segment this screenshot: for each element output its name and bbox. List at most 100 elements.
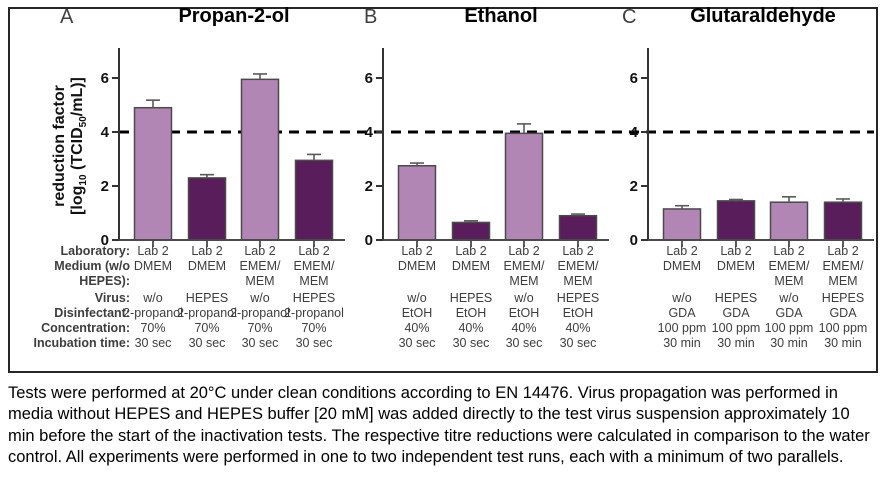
table-cell: Lab 2 bbox=[827, 244, 859, 258]
table-cell: 100 ppm bbox=[764, 321, 814, 335]
panel-title-glutaraldehyde: Glutaraldehyde bbox=[690, 5, 836, 27]
y-tick-label: 0 bbox=[101, 232, 109, 249]
table-cell: HEPES bbox=[185, 291, 229, 305]
y-tick-label: 4 bbox=[630, 124, 639, 141]
panel-title-propan-2-ol: Propan-2-ol bbox=[178, 5, 290, 27]
table-cell: GDA bbox=[668, 306, 696, 320]
bar bbox=[397, 165, 437, 241]
table-cell: EMEM/ MEM bbox=[239, 259, 281, 288]
bar bbox=[504, 132, 544, 241]
table-cell: EMEM/ MEM bbox=[503, 259, 545, 288]
y-tick-label: 4 bbox=[365, 124, 374, 141]
panel-letter-a: A bbox=[60, 6, 74, 28]
y-tick-label: 2 bbox=[101, 178, 109, 195]
table-cell: w/o bbox=[514, 291, 534, 305]
table-cell: Lab 2 bbox=[244, 244, 276, 258]
table-row-label: Laboratory: bbox=[60, 244, 130, 258]
y-tick-label: 0 bbox=[365, 232, 373, 249]
table-cell: HEPES bbox=[556, 291, 600, 305]
table-cell: 30 min bbox=[663, 336, 701, 350]
table-cell: 30 sec bbox=[505, 336, 543, 350]
table-cell: 30 min bbox=[717, 336, 755, 350]
bar bbox=[662, 208, 702, 241]
table-cell: 30 sec bbox=[188, 336, 226, 350]
table-cell: DMEM bbox=[662, 259, 702, 273]
table-cell: 100 ppm bbox=[711, 321, 761, 335]
table-cell: w/o bbox=[407, 291, 427, 305]
table-row-label: Medium (w/o HEPES): bbox=[54, 259, 130, 288]
bar bbox=[240, 78, 280, 241]
bar bbox=[133, 106, 173, 241]
table-row-label: Incubation time: bbox=[33, 336, 130, 350]
bar bbox=[451, 221, 491, 241]
table-cell: 30 min bbox=[824, 336, 862, 350]
y-tick-label: 0 bbox=[630, 232, 638, 249]
table-cell: 40% bbox=[565, 321, 591, 335]
panel-letter-b: B bbox=[364, 6, 378, 28]
table-cell: GDA bbox=[829, 306, 857, 320]
y-tick-label: 4 bbox=[101, 124, 110, 141]
table-cell: DMEM bbox=[187, 259, 227, 273]
table-cell: Lab 2 bbox=[508, 244, 540, 258]
table-cell: 30 min bbox=[770, 336, 808, 350]
table-cell: 2-propanol bbox=[284, 306, 344, 320]
table-cell: DMEM bbox=[133, 259, 173, 273]
bar bbox=[823, 201, 863, 241]
bar bbox=[716, 200, 756, 241]
bar bbox=[769, 201, 809, 241]
table-cell: 100 ppm bbox=[818, 321, 868, 335]
table-cell: 2-propanol bbox=[230, 306, 290, 320]
table-cell: Lab 2 bbox=[455, 244, 487, 258]
table-cell: 30 sec bbox=[134, 336, 172, 350]
table-cell: EMEM/ MEM bbox=[557, 259, 599, 288]
y-axis-label-line2: [log10 (TCID50/mL)] bbox=[68, 77, 90, 215]
table-cell: 70% bbox=[247, 321, 273, 335]
y-tick-label: 6 bbox=[630, 70, 638, 87]
y-tick-label: 6 bbox=[101, 70, 109, 87]
table-cell: w/o bbox=[143, 291, 163, 305]
table-cell: EtOH bbox=[508, 306, 540, 320]
table-cell: 30 sec bbox=[295, 336, 333, 350]
table-cell: HEPES bbox=[292, 291, 336, 305]
y-axis-label: reduction factor [log10 (TCID50/mL)] bbox=[51, 41, 93, 251]
table-cell: 2-propanol bbox=[123, 306, 183, 320]
figure-caption: Tests were performed at 20°C under clean… bbox=[8, 384, 870, 466]
table-cell: w/o bbox=[779, 291, 799, 305]
table-cell: EMEM/ MEM bbox=[293, 259, 335, 288]
table-cell: 70% bbox=[194, 321, 220, 335]
table-cell: 30 sec bbox=[452, 336, 490, 350]
bar bbox=[558, 214, 598, 241]
table-cell: HEPES bbox=[449, 291, 493, 305]
table-cell: EtOH bbox=[455, 306, 487, 320]
table-cell: Lab 2 bbox=[401, 244, 433, 258]
panel-title-ethanol: Ethanol bbox=[464, 5, 538, 27]
table-cell: 70% bbox=[301, 321, 327, 335]
table-cell: EtOH bbox=[401, 306, 433, 320]
table-row-label: Concentration: bbox=[41, 321, 130, 335]
table-cell: 40% bbox=[404, 321, 430, 335]
table-cell: Lab 2 bbox=[298, 244, 330, 258]
table-cell: GDA bbox=[775, 306, 803, 320]
y-tick-label: 2 bbox=[630, 178, 638, 195]
panel-letter-c: C bbox=[622, 6, 637, 28]
bar bbox=[187, 177, 227, 241]
table-row-label: Virus: bbox=[94, 291, 130, 305]
table-cell: 30 sec bbox=[241, 336, 279, 350]
table-cell: Lab 2 bbox=[137, 244, 169, 258]
table-cell: DMEM bbox=[451, 259, 491, 273]
table-cell: Lab 2 bbox=[773, 244, 805, 258]
table-cell: EMEM/ MEM bbox=[822, 259, 864, 288]
table-cell: w/o bbox=[250, 291, 270, 305]
bar bbox=[294, 159, 334, 241]
table-cell: 2-propanol bbox=[177, 306, 237, 320]
table-cell: DMEM bbox=[716, 259, 756, 273]
table-cell: EtOH bbox=[562, 306, 594, 320]
bar-charts-canvas: 0 2 4 6 0 2 4 6 0 2 4 6 bbox=[101, 48, 874, 249]
table-cell: 70% bbox=[140, 321, 166, 335]
table-cell: EMEM/ MEM bbox=[768, 259, 810, 288]
table-row-label: Disinfectant: bbox=[54, 306, 130, 320]
table-cell: w/o bbox=[672, 291, 692, 305]
y-tick-label: 6 bbox=[365, 70, 373, 87]
table-cell: DMEM bbox=[397, 259, 437, 273]
table-cell: Lab 2 bbox=[191, 244, 223, 258]
